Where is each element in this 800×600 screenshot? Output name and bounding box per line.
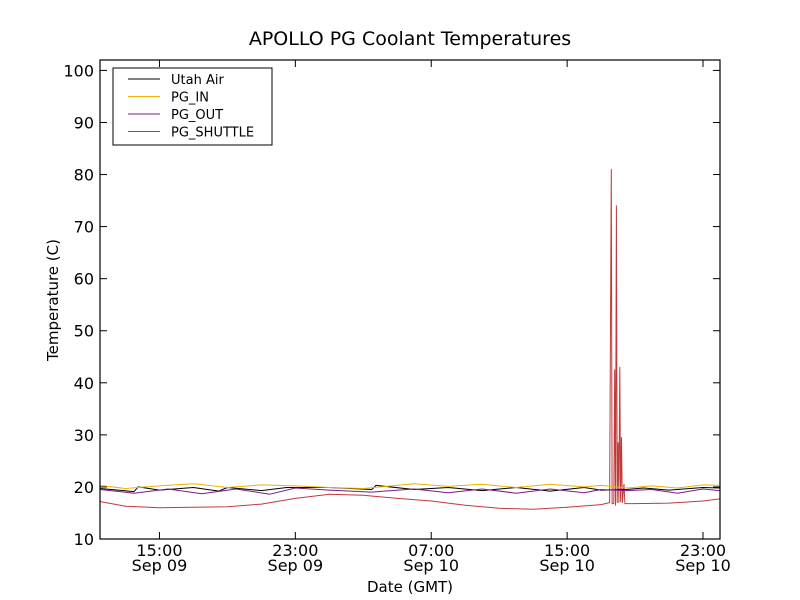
y-tick-label: 30 (74, 426, 94, 445)
legend: Utah Air PG_IN PG_OUT PG_SHUTTLE (112, 67, 273, 146)
y-tick-label: 40 (74, 374, 94, 393)
x-tick-time-label: 07:00 (408, 541, 454, 560)
legend-label: PG_SHUTTLE (171, 126, 254, 141)
series-line-pg-shuttle (99, 168, 721, 510)
y-tick-label: 50 (74, 322, 94, 341)
y-axis-ticks: 10 20 30 40 50 60 70 80 90 100 (63, 61, 720, 549)
x-tick-date-label: Sep 10 (675, 556, 731, 575)
legend-box (112, 67, 273, 146)
y-tick-label: 90 (74, 113, 94, 132)
x-tick-date-label: Sep 09 (132, 556, 188, 575)
x-tick-time-label: 15:00 (136, 541, 182, 560)
y-tick-label: 10 (74, 530, 94, 549)
series-line-pg-in (99, 483, 721, 489)
y-tick-label: 100 (63, 61, 94, 80)
x-tick-time-label: 15:00 (544, 541, 590, 560)
series-line-pg-out (99, 487, 721, 495)
series-line-utah-air (99, 484, 721, 493)
series-lines (99, 168, 721, 510)
y-tick-label: 20 (74, 478, 94, 497)
chart-title: APOLLO PG Coolant Temperatures (249, 28, 571, 50)
y-tick-label: 80 (74, 166, 94, 185)
legend-label: PG_OUT (171, 108, 223, 123)
x-tick-date-label: Sep 10 (539, 556, 595, 575)
x-axis-label: Date (GMT) (367, 578, 453, 596)
y-tick-label: 70 (74, 218, 94, 237)
y-axis-label: Temperature (C) (44, 239, 62, 362)
x-tick-date-label: Sep 09 (268, 556, 324, 575)
x-tick-time-label: 23:00 (272, 541, 318, 560)
x-tick-time-label: 23:00 (680, 541, 726, 560)
legend-label: Utah Air (171, 73, 224, 88)
legend-label: PG_IN (171, 91, 209, 106)
plot-frame (99, 59, 721, 540)
y-tick-label: 60 (74, 270, 94, 289)
x-tick-date-label: Sep 10 (403, 556, 459, 575)
